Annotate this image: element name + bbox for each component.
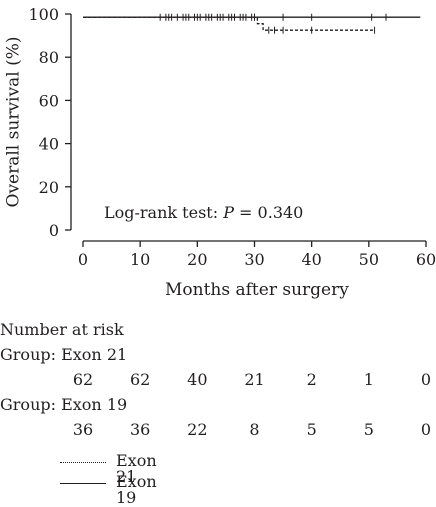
risk-value: 22 — [187, 420, 208, 439]
risk-value: 21 — [244, 370, 265, 389]
legend-label: Exon 19 — [116, 472, 157, 507]
legend-swatch-dotted — [60, 462, 106, 463]
x-tick-label: 30 — [244, 250, 264, 269]
legend-label: Exon 21 — [116, 451, 157, 486]
risk-value: 2 — [306, 370, 317, 389]
risk-value: 40 — [187, 370, 208, 389]
risk-value: 36 — [72, 420, 94, 439]
annotation-suffix: = 0.340 — [233, 203, 304, 222]
survival-chart: 0 20 40 60 80 100 0 10 20 30 40 50 60 — [28, 5, 436, 269]
x-tick-label: 50 — [359, 250, 379, 269]
annotation-prefix: Log-rank test: — [104, 203, 224, 222]
legend-swatch-solid — [60, 483, 106, 484]
risk-value: 36 — [129, 420, 151, 439]
risk-value: 1 — [363, 370, 374, 389]
y-axis-label: Overall survival (%) — [3, 36, 24, 208]
annotation-text: Log-rank test: P = 0.340 — [104, 205, 303, 221]
x-tick-label: 40 — [301, 250, 321, 269]
x-axis-label: Months after surgery — [165, 280, 349, 300]
y-tick-label: 60 — [39, 91, 59, 110]
risk-value: 0 — [420, 370, 432, 389]
risk-value: 5 — [306, 420, 317, 439]
x-tick-label: 0 — [78, 250, 88, 269]
y-tick-label: 20 — [39, 178, 59, 197]
risk-group-label: Group: Exon 19 — [0, 395, 128, 414]
risk-value: 5 — [363, 420, 374, 439]
y-tick-label: 100 — [28, 5, 59, 24]
annotation-p: P — [223, 203, 234, 222]
risk-value: 62 — [129, 370, 151, 389]
x-tick-label: 20 — [187, 250, 207, 269]
risk-table-title: Number at risk — [0, 320, 124, 339]
y-tick-label: 40 — [39, 135, 59, 154]
risk-value: 8 — [249, 420, 260, 439]
risk-group-label: Group: Exon 21 — [0, 345, 128, 364]
x-tick-label: 10 — [130, 250, 150, 269]
y-tick-label: 80 — [39, 48, 59, 67]
y-tick-label: 0 — [49, 221, 59, 240]
risk-value: 0 — [420, 420, 432, 439]
x-tick-label: 60 — [416, 250, 436, 269]
risk-value: 62 — [72, 370, 94, 389]
